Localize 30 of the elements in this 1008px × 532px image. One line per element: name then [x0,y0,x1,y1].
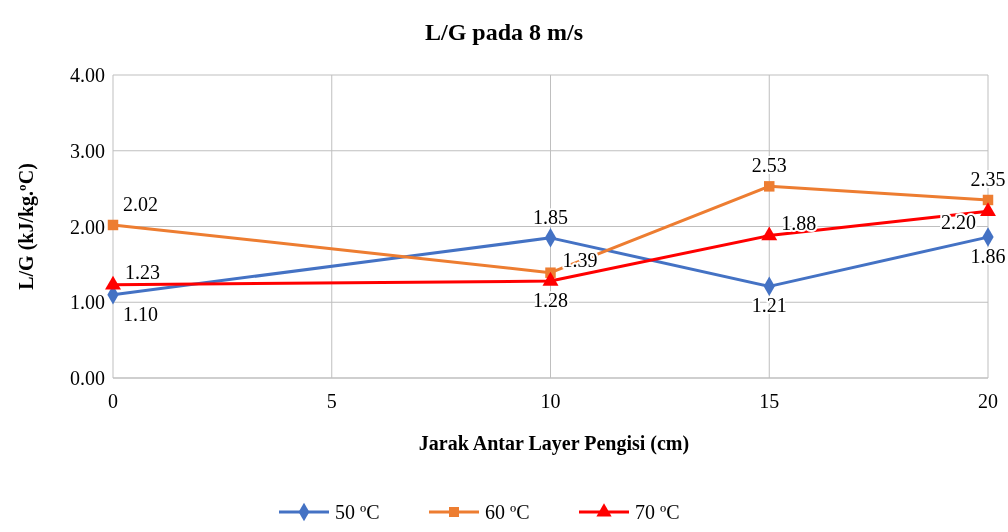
y-tick-label: 4.00 [70,64,105,86]
x-tick-label: 0 [108,390,118,412]
legend-label: 60 ºC [485,501,530,523]
point [761,226,778,241]
data-label: 2.35 [970,167,1006,190]
x-tick-label: 5 [326,390,337,412]
x-axis-title: Jarak Antar Layer Pengisi (cm) [418,432,690,455]
x-tick-label: 15 [759,390,780,412]
chart-title: L/G pada 8 m/s [424,19,584,45]
x-tick-label: 20 [978,390,998,412]
y-tick-label: 2.00 [70,215,105,238]
y-tick-label: 0.00 [70,367,105,389]
y-tick-label: 1.00 [70,291,105,314]
point [764,181,775,192]
data-label: 1.10 [123,302,158,325]
data-label: 1.86 [970,245,1006,268]
legend-label: 50 ºC [335,501,380,523]
data-label: 1.88 [781,211,817,234]
point [107,219,119,231]
data-label: 2.20 [941,211,976,234]
x-tick-label: 10 [540,390,561,412]
data-label: 2.02 [123,192,158,215]
data-label: 1.28 [533,289,568,312]
legend-label: 70 ºC [635,501,680,523]
data-label: 2.53 [751,154,787,177]
data-label: 1.23 [125,260,160,283]
y-tick-label: 3.00 [70,139,105,162]
data-label: 1.85 [533,205,568,228]
data-label: 1.21 [751,294,787,317]
y-axis-title: L/G (kJ/kg.ºC) [15,163,38,290]
